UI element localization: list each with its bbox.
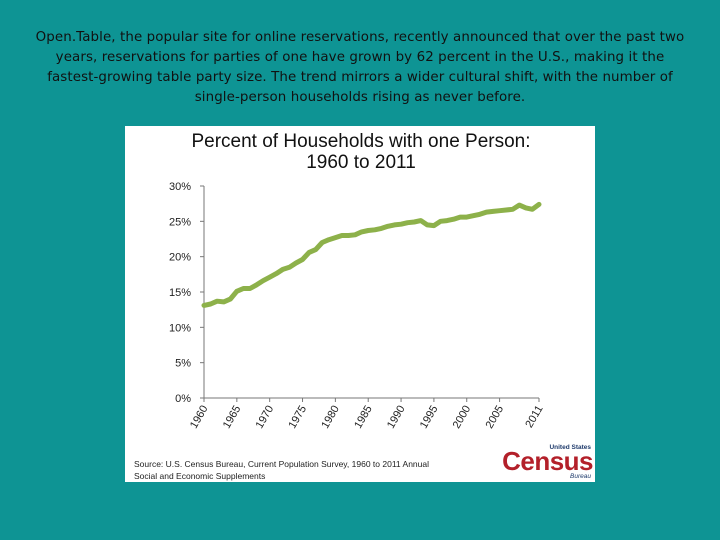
data-point — [229, 298, 231, 300]
x-tick-label: 1965 — [221, 404, 244, 431]
data-point — [275, 273, 277, 275]
data-point — [407, 222, 409, 224]
census-logo-main: Census — [502, 446, 593, 476]
data-point — [334, 237, 336, 239]
data-point — [400, 223, 402, 225]
data-point — [236, 290, 238, 292]
data-point — [453, 218, 455, 220]
data-point — [472, 215, 474, 217]
series-group — [201, 201, 542, 308]
x-tick-label: 2000 — [451, 404, 474, 431]
data-point — [394, 224, 395, 226]
data-point — [512, 208, 514, 210]
data-point — [538, 203, 540, 205]
data-point — [361, 231, 363, 233]
census-logo-top: United States — [549, 444, 591, 451]
data-point — [223, 301, 225, 303]
data-point — [499, 210, 501, 212]
data-point — [420, 220, 422, 222]
data-point — [367, 230, 369, 231]
data-point — [518, 204, 520, 206]
y-tick-group: 0% 5% 10% 15% 20% 25% 30% — [169, 181, 204, 405]
y-tick-label: 20% — [169, 252, 191, 264]
x-tick-label: 1960 — [188, 404, 211, 431]
data-point — [348, 235, 349, 236]
data-point — [440, 220, 441, 222]
data-point — [446, 220, 448, 222]
data-point — [380, 227, 382, 229]
data-point — [315, 249, 317, 251]
x-tick-label: 1970 — [254, 404, 277, 431]
chart-subtitle: 1960 to 2011 — [306, 152, 416, 173]
slide-caption: Open.Table, the popular site for online … — [35, 30, 685, 105]
y-tick-label: 25% — [169, 216, 191, 228]
data-point — [216, 300, 218, 302]
y-tick-label: 15% — [169, 287, 191, 299]
data-point — [328, 239, 330, 241]
data-point — [531, 208, 533, 210]
data-point — [354, 234, 356, 236]
data-point — [295, 262, 297, 264]
data-point — [525, 207, 527, 209]
x-tick-label: 2011 — [523, 404, 545, 430]
data-point — [321, 242, 323, 243]
chart-card: Percent of Households with one Person: 1… — [125, 126, 595, 482]
data-point — [288, 266, 290, 268]
data-point — [486, 211, 487, 213]
data-point — [492, 210, 494, 212]
data-point — [505, 209, 507, 211]
data-point — [256, 284, 257, 286]
x-tick-group: 1960 1965 1970 1975 1980 1985 1990 1995 2000 2005… — [188, 398, 546, 431]
source-line-1: Source: U.S. Census Bureau, Current Popu… — [134, 459, 429, 469]
x-tick-label: 1990 — [385, 404, 408, 431]
x-tick-label: 1985 — [352, 404, 375, 431]
census-logo: United States Census Bureau — [502, 444, 593, 480]
y-tick-label: 5% — [175, 358, 191, 370]
data-point — [466, 216, 468, 218]
data-point — [302, 259, 303, 260]
y-tick-label: 30% — [169, 181, 191, 193]
x-tick-label: 1980 — [319, 404, 342, 431]
data-point — [242, 288, 244, 289]
data-point — [479, 213, 481, 215]
data-point — [269, 276, 271, 278]
data-point — [262, 280, 264, 282]
data-point — [249, 288, 251, 289]
series-line — [201, 201, 542, 308]
data-point — [282, 268, 284, 270]
line-chart: Percent of Households with one Person: 1… — [134, 131, 594, 481]
data-point — [459, 216, 461, 218]
source-line-2: Social and Economic Supplements — [134, 471, 265, 481]
data-point — [387, 225, 389, 227]
data-point — [426, 224, 428, 226]
data-point — [203, 304, 205, 306]
data-point — [374, 229, 376, 231]
data-point — [308, 251, 310, 253]
data-point — [341, 235, 343, 236]
y-tick-label: 0% — [175, 393, 191, 405]
chart-title: Percent of Households with one Person: — [191, 131, 530, 152]
x-tick-label: 1995 — [418, 404, 441, 431]
x-tick-label: 2005 — [484, 404, 507, 431]
data-point — [210, 303, 212, 305]
data-point — [433, 225, 435, 227]
census-logo-bottom: Bureau — [570, 473, 591, 480]
x-tick-label: 1975 — [286, 404, 309, 431]
data-point — [413, 221, 415, 223]
y-tick-label: 10% — [169, 322, 191, 334]
